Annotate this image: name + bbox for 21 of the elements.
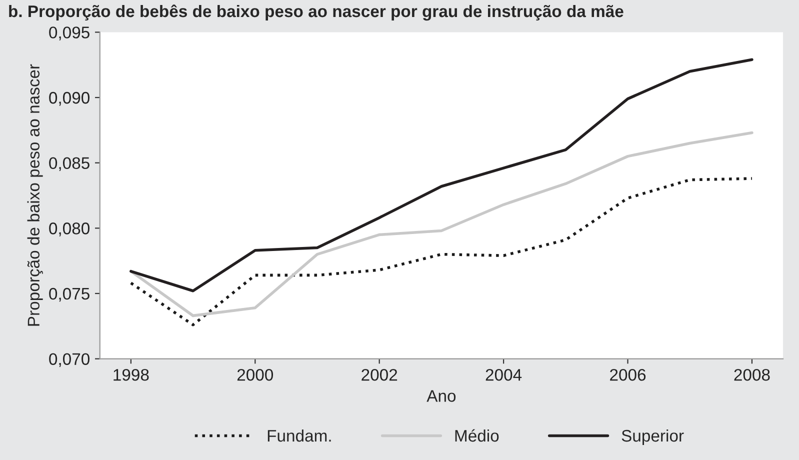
chart-title: b. Proporção de bebês de baixo peso ao nascer por grau de instrução da mãe	[9, 4, 624, 21]
y-axis-title: Proporção de baixo peso ao nascer	[27, 64, 43, 326]
line-series	[130, 131, 754, 318]
y-tick-label: 0,080	[49, 222, 90, 236]
y-tick-label: 0,095	[49, 26, 90, 40]
y-tick-label: 0,070	[49, 353, 90, 367]
legend-label: Fundam.	[268, 429, 331, 442]
legend-label: Médio	[455, 429, 499, 442]
x-tick-label: 2008	[734, 368, 770, 381]
x-tick-label: 2002	[362, 368, 398, 381]
legend-label: Superior	[622, 429, 684, 445]
x-tick-label: 1998	[114, 368, 149, 381]
line-series	[130, 177, 754, 326]
y-tick-label: 0,075	[49, 288, 90, 302]
y-tick-label: 0,090	[49, 92, 90, 106]
x-tick-label: 2004	[486, 368, 522, 381]
x-tick-label: 2006	[610, 368, 646, 381]
x-tick-label: 2000	[237, 368, 274, 381]
line-series	[130, 58, 754, 292]
x-axis-title: Ano	[426, 390, 456, 402]
y-tick-label: 0,085	[49, 157, 90, 172]
